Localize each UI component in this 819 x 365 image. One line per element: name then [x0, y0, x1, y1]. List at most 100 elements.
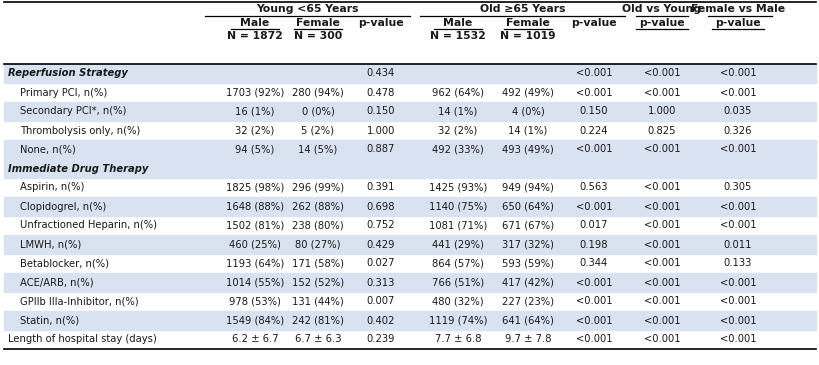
Text: <0.001: <0.001 — [643, 182, 680, 192]
Text: 1825 (98%): 1825 (98%) — [225, 182, 283, 192]
Text: <0.001: <0.001 — [575, 296, 612, 307]
Text: Primary PCI, n(%): Primary PCI, n(%) — [20, 88, 107, 97]
Text: <0.001: <0.001 — [643, 69, 680, 78]
Text: 80 (27%): 80 (27%) — [295, 239, 341, 250]
Text: 1549 (84%): 1549 (84%) — [226, 315, 283, 326]
Text: p-value: p-value — [571, 18, 616, 28]
Text: 227 (23%): 227 (23%) — [501, 296, 554, 307]
Text: 131 (44%): 131 (44%) — [292, 296, 343, 307]
Text: <0.001: <0.001 — [575, 69, 612, 78]
Text: 0.150: 0.150 — [366, 107, 395, 116]
Text: <0.001: <0.001 — [575, 88, 612, 97]
Text: <0.001: <0.001 — [719, 334, 755, 345]
Text: 1648 (88%): 1648 (88%) — [226, 201, 283, 211]
Text: 766 (51%): 766 (51%) — [432, 277, 483, 288]
Text: 0.563: 0.563 — [579, 182, 608, 192]
Bar — [4, 140, 815, 159]
Text: 1014 (55%): 1014 (55%) — [225, 277, 283, 288]
Text: Old ≥65 Years: Old ≥65 Years — [479, 4, 564, 14]
Text: 6.7 ± 6.3: 6.7 ± 6.3 — [294, 334, 341, 345]
Bar — [4, 311, 815, 330]
Text: None, n(%): None, n(%) — [20, 145, 75, 154]
Bar — [4, 64, 815, 83]
Text: 671 (67%): 671 (67%) — [501, 220, 554, 231]
Text: 0.698: 0.698 — [366, 201, 395, 211]
Text: 0.224: 0.224 — [579, 126, 608, 135]
Text: 492 (33%): 492 (33%) — [432, 145, 483, 154]
Text: 9.7 ± 7.8: 9.7 ± 7.8 — [505, 334, 550, 345]
Text: <0.001: <0.001 — [643, 334, 680, 345]
Text: 0.752: 0.752 — [366, 220, 395, 231]
Text: 16 (1%): 16 (1%) — [235, 107, 274, 116]
Text: 493 (49%): 493 (49%) — [501, 145, 553, 154]
Bar — [4, 102, 815, 121]
Text: p-value: p-value — [358, 18, 403, 28]
Text: 1703 (92%): 1703 (92%) — [225, 88, 283, 97]
Text: Male: Male — [443, 18, 472, 28]
Text: Reperfusion Strategy: Reperfusion Strategy — [8, 69, 128, 78]
Text: <0.001: <0.001 — [643, 88, 680, 97]
Text: 0.313: 0.313 — [366, 277, 395, 288]
Text: 5 (2%): 5 (2%) — [301, 126, 334, 135]
Text: 0.478: 0.478 — [366, 88, 395, 97]
Text: <0.001: <0.001 — [643, 220, 680, 231]
Text: 4 (0%): 4 (0%) — [511, 107, 544, 116]
Text: <0.001: <0.001 — [719, 145, 755, 154]
Text: 0.035: 0.035 — [723, 107, 751, 116]
Text: 0.825: 0.825 — [647, 126, 676, 135]
Text: Clopidogrel, n(%): Clopidogrel, n(%) — [20, 201, 106, 211]
Text: Betablocker, n(%): Betablocker, n(%) — [20, 258, 109, 269]
Text: N = 1872: N = 1872 — [227, 31, 283, 41]
Text: <0.001: <0.001 — [643, 201, 680, 211]
Text: <0.001: <0.001 — [719, 88, 755, 97]
Text: <0.001: <0.001 — [575, 145, 612, 154]
Text: N = 1019: N = 1019 — [500, 31, 555, 41]
Text: 0.391: 0.391 — [366, 182, 395, 192]
Text: 317 (32%): 317 (32%) — [501, 239, 554, 250]
Text: 0.007: 0.007 — [366, 296, 395, 307]
Text: 0.239: 0.239 — [366, 334, 395, 345]
Text: 0.402: 0.402 — [366, 315, 395, 326]
Text: Secondary PCI*, n(%): Secondary PCI*, n(%) — [20, 107, 126, 116]
Text: 0.027: 0.027 — [366, 258, 395, 269]
Bar — [4, 273, 815, 292]
Text: Unfractioned Heparin, n(%): Unfractioned Heparin, n(%) — [20, 220, 156, 231]
Text: Immediate Drug Therapy: Immediate Drug Therapy — [8, 164, 148, 173]
Text: 0.150: 0.150 — [579, 107, 608, 116]
Text: 14 (1%): 14 (1%) — [508, 126, 547, 135]
Text: LMWH, n(%): LMWH, n(%) — [20, 239, 81, 250]
Text: 1502 (81%): 1502 (81%) — [225, 220, 283, 231]
Text: 460 (25%): 460 (25%) — [229, 239, 281, 250]
Text: N = 1532: N = 1532 — [429, 31, 486, 41]
Text: 650 (64%): 650 (64%) — [501, 201, 554, 211]
Text: <0.001: <0.001 — [575, 334, 612, 345]
Text: Young <65 Years: Young <65 Years — [256, 4, 359, 14]
Text: 0.434: 0.434 — [366, 69, 395, 78]
Text: 962 (64%): 962 (64%) — [432, 88, 483, 97]
Text: 0.326: 0.326 — [723, 126, 751, 135]
Text: 1.000: 1.000 — [647, 107, 676, 116]
Text: 262 (88%): 262 (88%) — [292, 201, 343, 211]
Text: 641 (64%): 641 (64%) — [501, 315, 554, 326]
Text: 492 (49%): 492 (49%) — [501, 88, 554, 97]
Text: p-value: p-value — [714, 18, 760, 28]
Text: Length of hospital stay (days): Length of hospital stay (days) — [8, 334, 156, 345]
Text: 0.198: 0.198 — [579, 239, 608, 250]
Text: 949 (94%): 949 (94%) — [501, 182, 554, 192]
Text: 32 (2%): 32 (2%) — [438, 126, 477, 135]
Text: GPIIb IIIa-Inhibitor, n(%): GPIIb IIIa-Inhibitor, n(%) — [20, 296, 138, 307]
Text: <0.001: <0.001 — [575, 277, 612, 288]
Text: Female: Female — [296, 18, 340, 28]
Text: 171 (58%): 171 (58%) — [292, 258, 344, 269]
Text: 0.017: 0.017 — [579, 220, 608, 231]
Text: 14 (1%): 14 (1%) — [438, 107, 477, 116]
Text: 417 (42%): 417 (42%) — [501, 277, 554, 288]
Text: 14 (5%): 14 (5%) — [298, 145, 337, 154]
Text: 1193 (64%): 1193 (64%) — [225, 258, 283, 269]
Text: 1140 (75%): 1140 (75%) — [428, 201, 486, 211]
Text: <0.001: <0.001 — [643, 239, 680, 250]
Text: 94 (5%): 94 (5%) — [235, 145, 274, 154]
Text: Aspirin, n(%): Aspirin, n(%) — [20, 182, 84, 192]
Text: <0.001: <0.001 — [719, 277, 755, 288]
Text: <0.001: <0.001 — [643, 296, 680, 307]
